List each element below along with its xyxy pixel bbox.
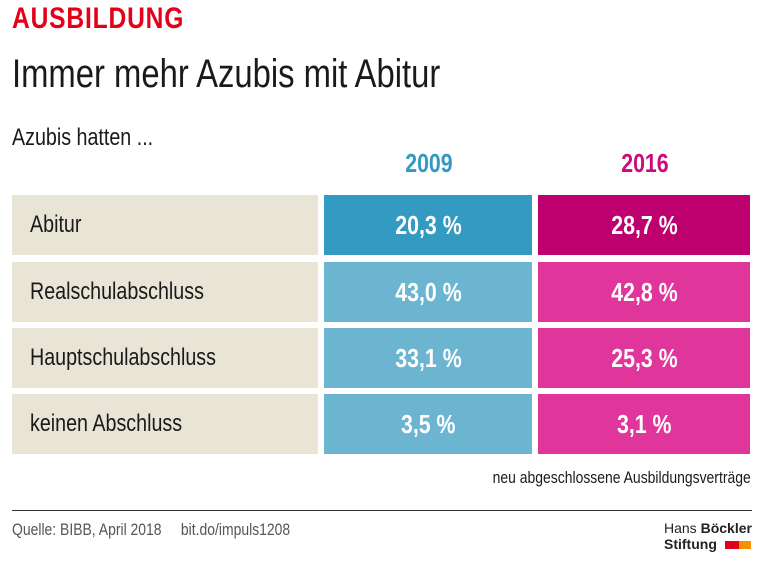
kicker: AUSBILDUNG [12,2,185,35]
value-2016: 42,8 % [538,262,750,322]
row-label-text: Hauptschulabschluss [30,344,216,371]
source: Quelle: BIBB, April 2018 bit.do/impuls12… [12,520,291,539]
value-2009: 43,0 % [324,262,532,322]
row-label-text: Realschulabschluss [30,278,204,305]
page-title: Immer mehr Azubis mit Abitur [12,52,441,96]
value-2016-text: 28,7 % [610,209,678,240]
row-label: Hauptschulabschluss [12,328,318,388]
row-label: keinen Abschluss [12,394,318,454]
hans-boeckler-logo: Hans Böckler Stiftung [664,520,752,552]
value-2016-text: 25,3 % [610,342,678,373]
row-label: Abitur [12,195,318,255]
value-2009-text: 20,3 % [394,209,462,240]
value-2009: 20,3 % [324,195,532,255]
subtitle: Azubis hatten ... [12,124,154,151]
value-2016: 3,1 % [538,394,750,454]
value-2016: 28,7 % [538,195,750,255]
row-label: Realschulabschluss [12,262,318,322]
value-2009-text: 33,1 % [394,342,462,373]
value-2016: 25,3 % [538,328,750,388]
value-2016-text: 42,8 % [610,276,678,307]
value-2016-text: 3,1 % [616,408,672,439]
row-label-text: keinen Abschluss [30,410,183,437]
value-2009-text: 43,0 % [394,276,462,307]
value-2009: 33,1 % [324,328,532,388]
column-header-2009: 2009 [405,148,453,178]
value-2009-text: 3,5 % [400,408,456,439]
column-header-2016: 2016 [621,148,669,178]
divider [12,510,752,511]
value-2009: 3,5 % [324,394,532,454]
row-label-text: Abitur [30,211,82,238]
table-note: neu abgeschlossene Ausbildungsverträge [492,468,751,487]
